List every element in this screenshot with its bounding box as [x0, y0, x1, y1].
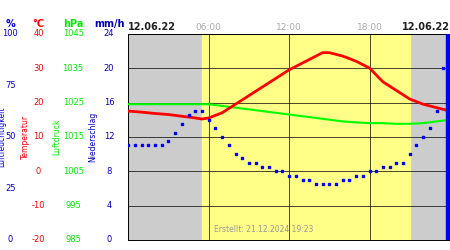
Text: 100: 100 [2, 29, 18, 38]
Text: Luftfeuchtigkeit: Luftfeuchtigkeit [0, 106, 6, 167]
Text: 50: 50 [5, 132, 15, 141]
Text: 30: 30 [33, 64, 44, 72]
Text: mm/h: mm/h [94, 19, 124, 28]
Text: -20: -20 [32, 236, 45, 244]
Text: 1005: 1005 [63, 167, 84, 176]
Text: Temperatur: Temperatur [21, 115, 30, 159]
Text: 16: 16 [104, 98, 114, 107]
Text: 1025: 1025 [63, 98, 84, 107]
Text: 0: 0 [106, 236, 112, 244]
Text: 995: 995 [65, 201, 81, 210]
Text: 1045: 1045 [63, 29, 84, 38]
Text: 06:00: 06:00 [196, 23, 221, 32]
Text: 20: 20 [33, 98, 44, 107]
Text: -10: -10 [32, 201, 45, 210]
Text: 12.06.22: 12.06.22 [128, 22, 176, 32]
Text: 24: 24 [104, 29, 114, 38]
Text: Niederschlag: Niederschlag [88, 112, 97, 162]
Bar [202, 34, 410, 240]
Bar [446, 34, 450, 240]
Text: 1035: 1035 [63, 64, 84, 72]
Text: °C: °C [32, 19, 45, 28]
Text: 10: 10 [33, 132, 44, 141]
Text: %: % [5, 19, 15, 28]
Text: 4: 4 [106, 201, 112, 210]
Text: 75: 75 [5, 81, 16, 90]
Text: 0: 0 [36, 167, 41, 176]
Text: 12.06.22: 12.06.22 [402, 22, 450, 32]
Text: 12:00: 12:00 [276, 23, 302, 32]
Text: Luftdruck: Luftdruck [52, 119, 61, 155]
Text: Erstellt: 21.12.2024 19:23: Erstellt: 21.12.2024 19:23 [214, 225, 313, 234]
Text: 0: 0 [8, 236, 13, 244]
Text: 25: 25 [5, 184, 15, 193]
Text: 12: 12 [104, 132, 114, 141]
Text: 18:00: 18:00 [356, 23, 382, 32]
Text: 20: 20 [104, 64, 114, 72]
Text: 1015: 1015 [63, 132, 84, 141]
Text: 40: 40 [33, 29, 44, 38]
Text: 8: 8 [106, 167, 112, 176]
Text: hPa: hPa [63, 19, 83, 28]
Text: 985: 985 [65, 236, 81, 244]
